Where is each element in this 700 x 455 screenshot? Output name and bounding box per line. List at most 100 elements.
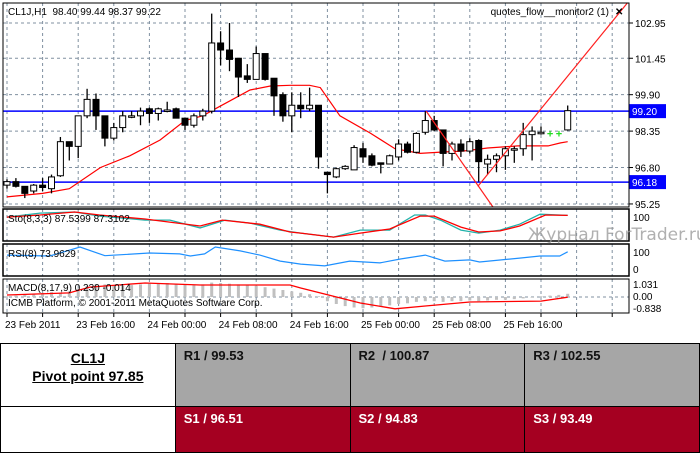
macd-panel xyxy=(2,278,630,314)
candle-bearish xyxy=(234,57,242,78)
candle-bullish xyxy=(56,141,64,177)
candle-bearish xyxy=(315,104,322,158)
macd-histogram-bar xyxy=(254,285,258,297)
macd-histogram-bar xyxy=(263,287,267,297)
candle-bullish xyxy=(421,120,429,133)
candle-bearish xyxy=(368,155,376,166)
candle-bearish xyxy=(226,49,233,60)
macd-axis-label: 1.031 xyxy=(633,280,658,291)
rsi-label: RSI(8) 73.9629 xyxy=(8,249,76,260)
macd-histogram-bar xyxy=(343,297,347,307)
candle-bullish xyxy=(208,42,216,112)
candle-bullish xyxy=(510,148,518,151)
level-price-label: 96.18 xyxy=(632,178,657,189)
macd-histogram-bar xyxy=(468,297,472,301)
macd-histogram-bar xyxy=(121,285,125,297)
candle-bearish xyxy=(217,42,225,51)
indicator-panels xyxy=(3,211,629,310)
resistance-1: R1 / 99.53 xyxy=(174,343,351,407)
candle-bullish xyxy=(493,155,500,160)
macd-histogram-bar xyxy=(459,297,463,302)
macd-histogram-bar xyxy=(317,296,320,297)
candle-bullish xyxy=(350,147,358,171)
resistance-3: R3 / 102.55 xyxy=(524,343,700,407)
time-label: 23 Feb 2011 xyxy=(5,320,61,331)
candle-bullish xyxy=(48,176,55,190)
stochastic-axis-label: 100 xyxy=(633,213,650,224)
macd-histogram-bar xyxy=(219,283,223,297)
empty-cell xyxy=(0,405,176,454)
candle-bearish xyxy=(359,148,367,158)
macd-histogram-bar xyxy=(210,282,214,297)
candle-bearish xyxy=(404,143,411,153)
macd-histogram-bar xyxy=(432,297,436,302)
main-plot: + + xyxy=(3,3,629,207)
candle-bullish xyxy=(412,132,420,153)
time-label: 24 Feb 08:00 xyxy=(219,320,278,331)
stochastic-label: Sto(8,3,3) 87.5399 87.3102 xyxy=(8,214,130,225)
macd-histogram-bar xyxy=(192,285,196,297)
macd-histogram-bar xyxy=(406,297,409,304)
stochastic-panel xyxy=(2,208,630,242)
macd-histogram-bar xyxy=(450,297,454,302)
price-chart[interactable]: + + 102.95 101.45 99.90 98.35 96.80 95.25 99.20… xyxy=(0,0,700,340)
candle-bearish xyxy=(439,129,447,154)
price-tick-label: 102.95 xyxy=(635,19,666,30)
macd-histogram-bar xyxy=(414,297,418,302)
candle-bearish xyxy=(243,75,251,80)
close-icon[interactable]: ✕ xyxy=(615,7,623,18)
candle-bearish xyxy=(261,53,269,80)
macd-histogram-bar xyxy=(41,292,45,297)
macd-histogram-bar xyxy=(370,297,374,308)
support-2: S2 / 94.83 xyxy=(349,405,526,454)
candle-bullish xyxy=(306,104,314,110)
time-label: 24 Feb 00:00 xyxy=(147,320,206,331)
macd-histogram-bar xyxy=(94,284,98,297)
candle-bullish xyxy=(395,143,403,158)
time-label: 24 Feb 16:00 xyxy=(290,320,349,331)
candle-bearish xyxy=(92,98,100,117)
symbol-name: CL1J xyxy=(70,350,105,366)
macd-histogram-bar xyxy=(290,291,294,297)
candle-bullish xyxy=(128,115,136,118)
flow-marker: + xyxy=(556,128,562,140)
candle-bearish xyxy=(39,184,47,188)
macd-histogram-bar xyxy=(130,285,134,297)
candle-bullish xyxy=(528,130,536,136)
candle-bullish xyxy=(137,110,144,117)
stochastic-signal-line xyxy=(6,211,568,238)
candle-bearish xyxy=(270,77,278,97)
rsi-line xyxy=(6,246,568,267)
trend-line xyxy=(425,110,494,207)
macd-histogram-bar xyxy=(495,297,498,300)
candle-bearish xyxy=(181,117,189,126)
level-price-box xyxy=(629,104,666,119)
candle-bearish xyxy=(145,108,153,114)
macd-histogram-bar xyxy=(14,295,18,297)
indicator-name: quotes_flow__monitor2 (1) xyxy=(491,7,609,18)
macd-histogram-bar xyxy=(512,297,516,300)
candle-bearish xyxy=(12,181,20,187)
macd-axis-label: -0.838 xyxy=(633,304,662,315)
price-tick-label: 96.80 xyxy=(635,164,660,175)
candle-bearish xyxy=(297,104,305,110)
candle-bullish xyxy=(484,158,492,165)
candle-bullish xyxy=(537,131,545,135)
candle-bearish xyxy=(457,143,465,152)
level-price-label: 99.20 xyxy=(632,107,657,118)
price-tick-label: 99.90 xyxy=(635,91,660,102)
macd-histogram-bar xyxy=(548,295,552,297)
candle-bullish xyxy=(163,109,171,112)
macd-histogram-bar xyxy=(503,297,507,300)
macd-histogram-bar xyxy=(147,283,151,297)
candle-bullish xyxy=(83,98,91,117)
candle-bearish xyxy=(475,140,483,163)
grid xyxy=(3,3,629,313)
macd-histogram-bar xyxy=(308,294,312,297)
macd-histogram-bar xyxy=(76,288,80,297)
macd-histogram-bar xyxy=(352,297,356,308)
candle-bullish xyxy=(30,184,38,192)
pivot-table: CL1J Pivot point 97.85 R1 / 99.53 R2 / 1… xyxy=(0,343,700,454)
candle-bullish xyxy=(190,115,198,126)
watermark: Журнал ForTrader.ru xyxy=(528,225,700,245)
